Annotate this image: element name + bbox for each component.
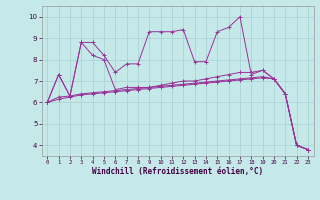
X-axis label: Windchill (Refroidissement éolien,°C): Windchill (Refroidissement éolien,°C) [92, 167, 263, 176]
